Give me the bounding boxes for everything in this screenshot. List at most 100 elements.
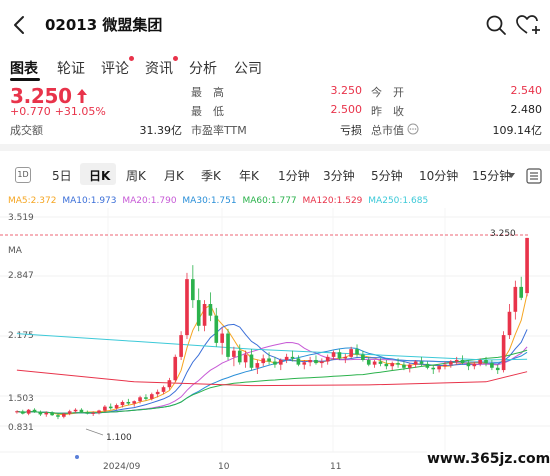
- candle-body: [419, 361, 424, 364]
- period-weekly-k[interactable]: 周K: [126, 169, 146, 183]
- candle: [249, 349, 254, 371]
- candle-body: [284, 356, 289, 360]
- candle: [56, 412, 60, 420]
- y-tick-label: 3.519: [8, 213, 34, 223]
- period-1d-icon[interactable]: 1D: [15, 167, 31, 183]
- candle-body: [97, 410, 101, 413]
- ma-legend: MA5:2.372 MA10:1.973 MA20:1.790 MA30:1.7…: [8, 196, 431, 206]
- candle: [419, 356, 424, 367]
- candle: [196, 288, 201, 332]
- active-period-highlight: [80, 163, 116, 185]
- candle: [349, 346, 353, 359]
- period-10min[interactable]: 10分钟: [419, 169, 459, 183]
- candle-body: [114, 405, 119, 409]
- candle-body: [302, 362, 307, 365]
- candle-body: [138, 397, 142, 402]
- candle: [97, 409, 101, 415]
- candle-body: [490, 363, 494, 368]
- candle: [167, 377, 172, 390]
- candle-body: [44, 412, 49, 415]
- active-tab-indicator: [10, 78, 40, 81]
- period-yearly-k[interactable]: 年K: [239, 169, 259, 183]
- candle: [437, 364, 441, 373]
- event-marker[interactable]: [75, 455, 79, 459]
- y-axis: 3.519 2.847 2.175 1.503 0.831 MA: [8, 213, 34, 433]
- add-favorite-icon[interactable]: [516, 14, 542, 36]
- period-3min[interactable]: 3分钟: [323, 169, 355, 183]
- candle: [44, 411, 49, 417]
- period-5min[interactable]: 5分钟: [371, 169, 403, 183]
- turnover-label: 成交额: [10, 124, 43, 137]
- tab-comments[interactable]: 评论: [101, 56, 134, 78]
- candle-body: [73, 409, 78, 412]
- candle: [273, 356, 277, 368]
- candle: [449, 359, 453, 368]
- candle-body: [56, 415, 60, 417]
- candle: [267, 352, 271, 365]
- candle: [355, 344, 359, 357]
- candle-body: [15, 411, 19, 413]
- tab-news[interactable]: 资讯: [145, 56, 178, 78]
- tab-company[interactable]: 公司: [234, 61, 262, 77]
- candle-body: [320, 361, 324, 364]
- notification-dot: [129, 56, 134, 61]
- candle-body: [466, 363, 471, 367]
- tab-analysis[interactable]: 分析: [189, 61, 217, 77]
- ma5-line: [16, 293, 528, 416]
- candle-body: [267, 358, 271, 362]
- more-info-icon[interactable]: [407, 123, 419, 135]
- candle: [490, 359, 494, 371]
- period-quarterly-k[interactable]: 季K: [201, 169, 221, 183]
- candle-body: [144, 397, 148, 399]
- back-arrow-icon[interactable]: [8, 13, 32, 37]
- period-15min[interactable]: 15分钟: [472, 169, 512, 183]
- candle: [38, 410, 43, 416]
- candle: [325, 354, 330, 365]
- chart-settings-icon[interactable]: [526, 168, 542, 184]
- candle-body: [26, 409, 31, 414]
- stat-value-market-cap: 109.14亿: [492, 124, 543, 137]
- candle-body: [519, 286, 524, 298]
- candle: [513, 280, 518, 320]
- candle: [173, 354, 178, 382]
- candle-body: [431, 367, 436, 370]
- candle-body: [343, 356, 348, 359]
- candle-body: [407, 364, 412, 368]
- candle: [413, 359, 418, 368]
- candle-body: [460, 359, 465, 364]
- candle-body: [290, 356, 295, 359]
- candlesticks: [15, 237, 529, 420]
- x-axis-label: 10: [218, 462, 230, 472]
- candle: [237, 344, 242, 365]
- candle: [366, 356, 371, 367]
- candle: [425, 361, 430, 370]
- candle: [314, 355, 318, 365]
- candle: [50, 411, 54, 416]
- change-percent: +31.05%: [54, 105, 106, 118]
- candle-body: [196, 300, 201, 326]
- ma10-label: MA10:1.973: [62, 196, 117, 206]
- ma250-line: [16, 333, 528, 361]
- candle: [243, 350, 248, 368]
- candle: [202, 300, 207, 332]
- candle: [343, 353, 348, 364]
- candle: [232, 346, 236, 367]
- kline-chart[interactable]: 3.519 2.847 2.175 1.503 0.831 MA 3.250 1…: [0, 208, 550, 476]
- candle: [478, 358, 482, 367]
- period-5d[interactable]: 5日: [52, 169, 72, 183]
- chevron-down-icon[interactable]: [508, 173, 515, 178]
- candle: [320, 358, 324, 368]
- tab-chart[interactable]: 图表: [10, 61, 38, 77]
- period-daily-k[interactable]: 日K: [89, 169, 111, 183]
- candle-body: [425, 363, 430, 368]
- search-icon[interactable]: [485, 14, 507, 36]
- candle: [308, 356, 312, 367]
- period-monthly-k[interactable]: 月K: [164, 169, 184, 183]
- candle-body: [226, 333, 230, 357]
- candle-body: [173, 356, 178, 381]
- stat-value-prev-close: 2.480: [510, 103, 543, 116]
- candle: [302, 359, 307, 370]
- tab-warrants[interactable]: 轮证: [57, 61, 85, 77]
- period-1min[interactable]: 1分钟: [278, 169, 310, 183]
- candle-body: [232, 350, 236, 357]
